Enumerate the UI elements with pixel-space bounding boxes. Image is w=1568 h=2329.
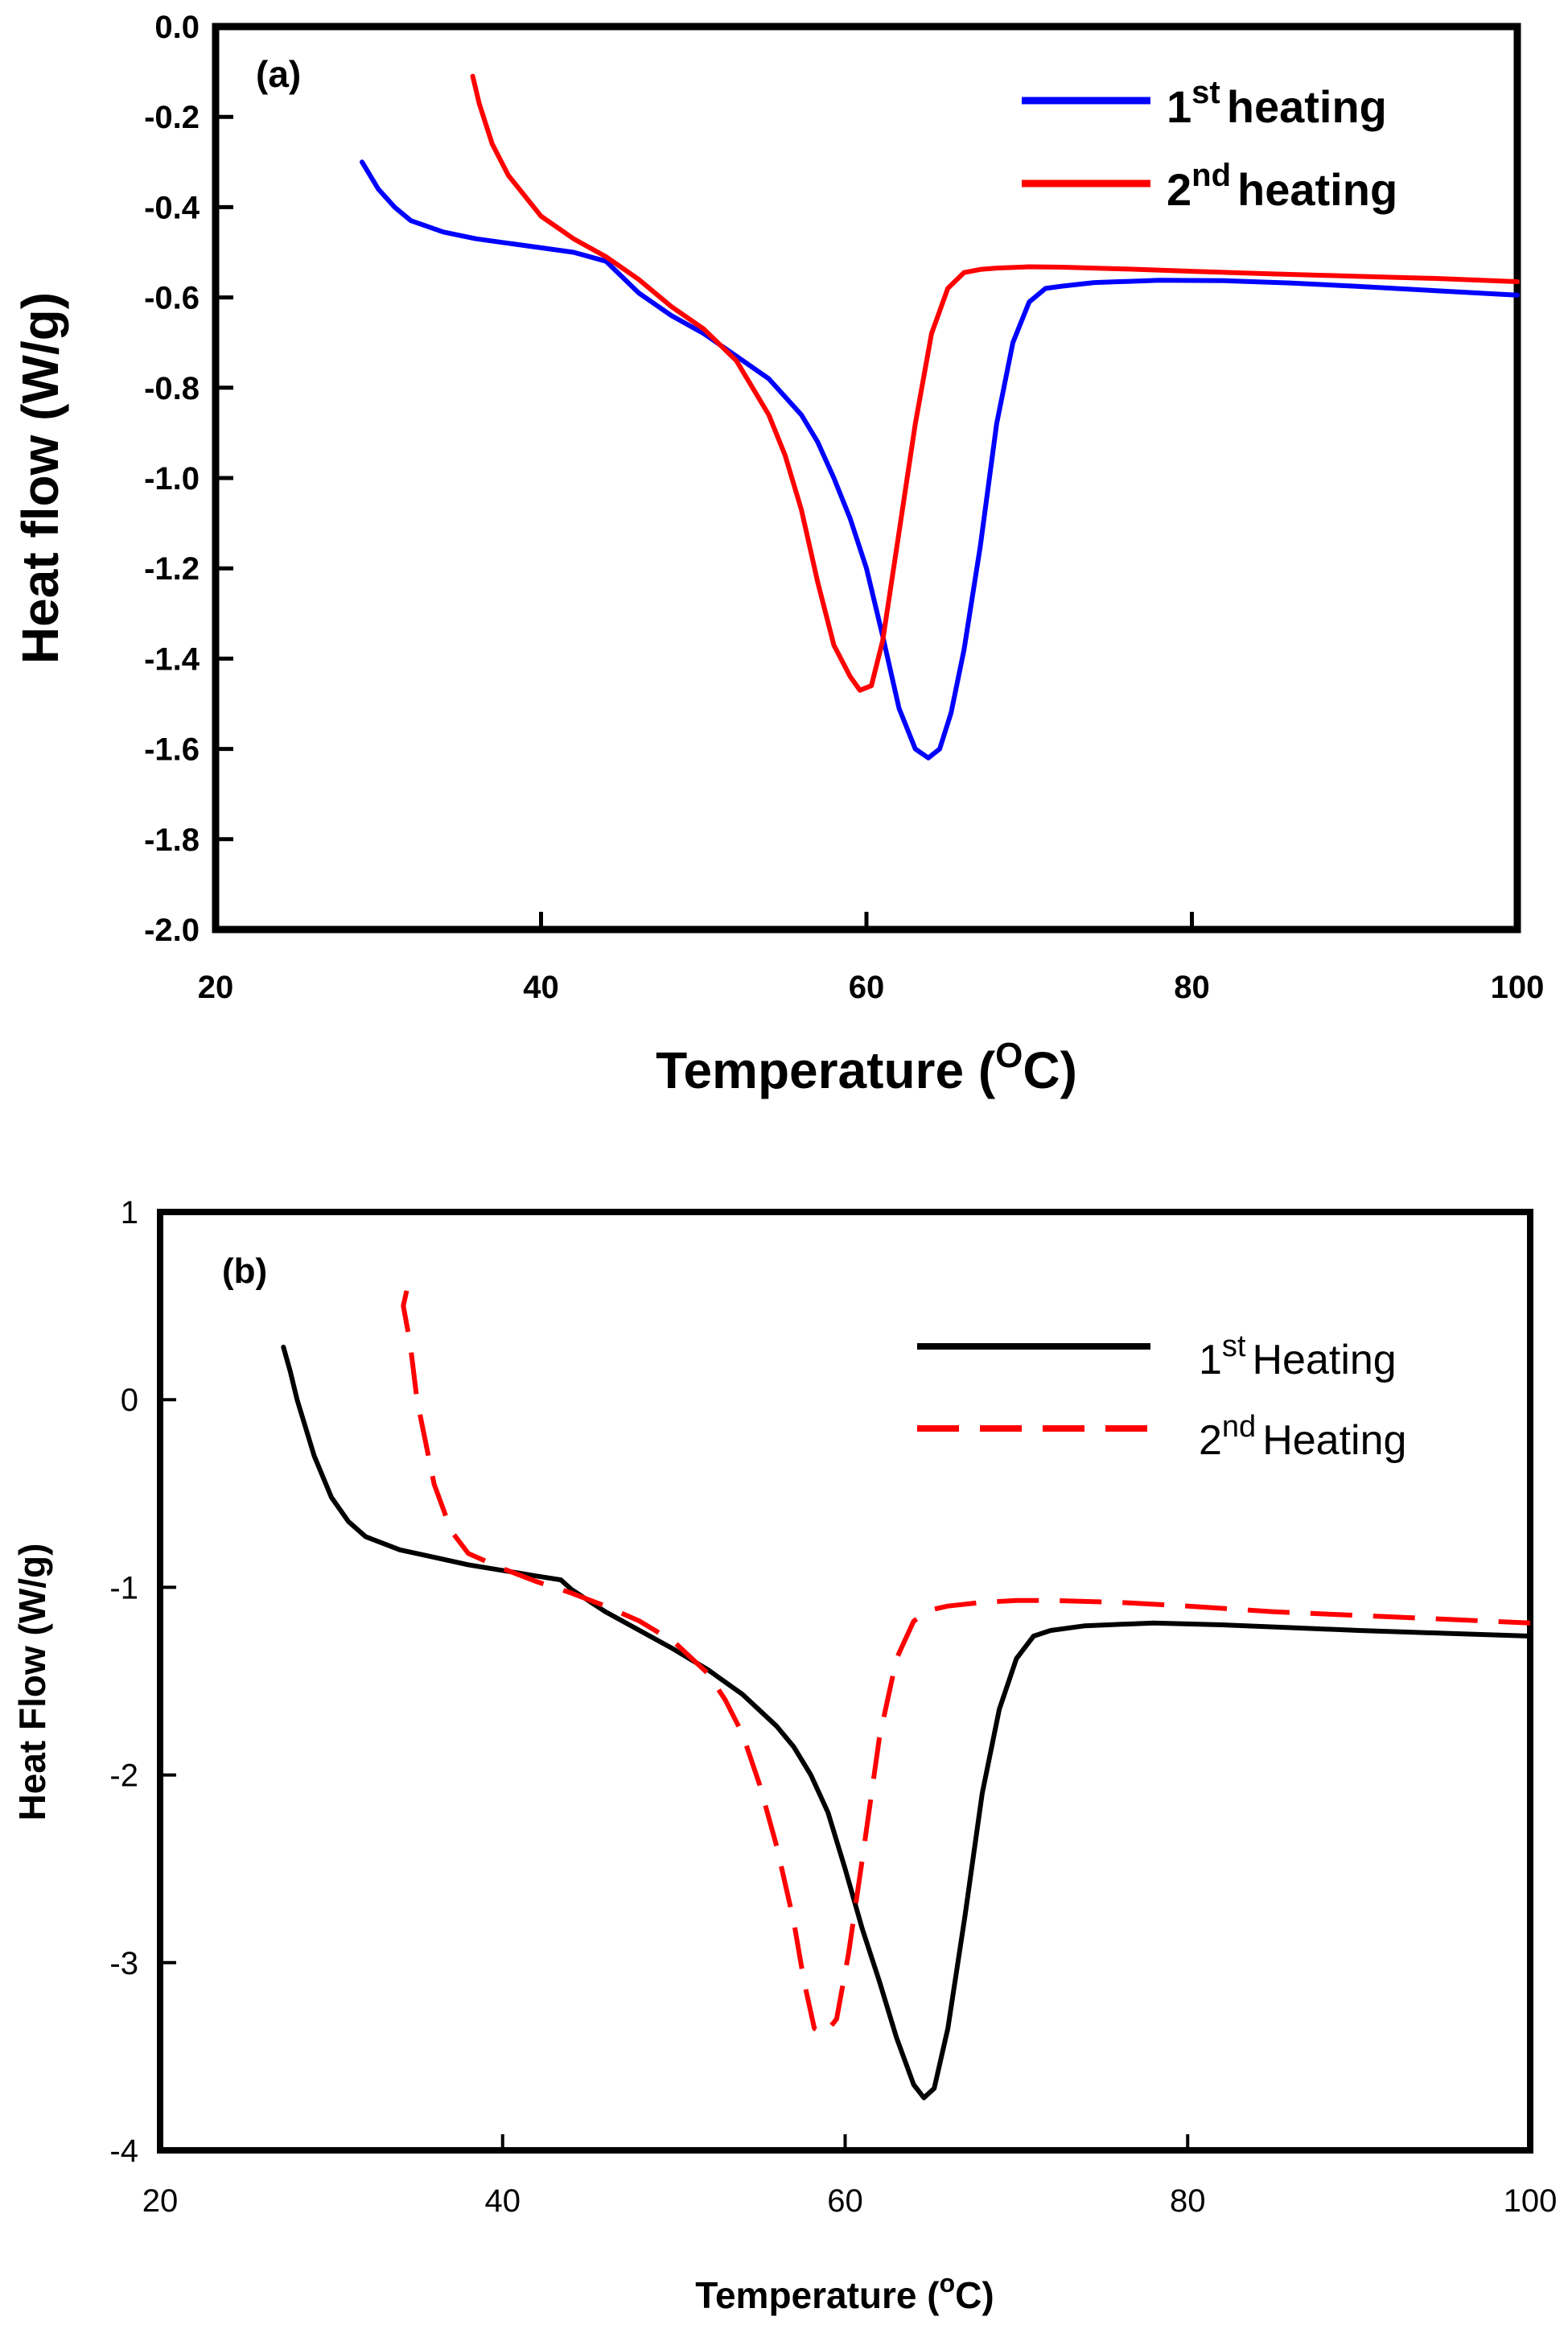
series-lines-a xyxy=(360,73,1520,761)
x-tick-label: 20 xyxy=(198,970,234,1005)
x-tick-label: 80 xyxy=(1174,970,1210,1005)
x-tick-label: 20 xyxy=(142,2183,179,2219)
x-tick-label: 80 xyxy=(1170,2183,1206,2219)
y-tick-label: -1.0 xyxy=(144,461,200,497)
series-line-b-1 xyxy=(281,1344,1533,2100)
legend-b: 1st Heating 2nd Heating xyxy=(917,1329,1406,1464)
y-tick-label: -1.6 xyxy=(144,732,200,768)
y-tick-label: -3 xyxy=(109,1946,138,1981)
y-tick-label: -4 xyxy=(109,2133,138,2169)
x-ticks-a: 20 40 60 80 100 xyxy=(198,912,1545,1005)
legend-label-a-2: 2nd heating xyxy=(1167,158,1397,215)
series-line-a-2 xyxy=(470,73,1520,693)
y-tick-label: -1.8 xyxy=(144,822,200,858)
x-axis-title-a: Temperature (OC) xyxy=(656,1036,1077,1099)
legend-a: 1st heating 2nd heating xyxy=(1022,75,1397,215)
chart-a: 0.0 -0.2 -0.4 -0.6 -0.8 -1.0 -1.2 -1.4 -1.6 -1.8 -… xyxy=(11,10,1544,1099)
x-tick-label: 100 xyxy=(1504,2183,1558,2219)
legend-label-a-1: 1st heating xyxy=(1167,75,1387,132)
y-tick-label: -2.0 xyxy=(144,913,200,948)
x-tick-label: 100 xyxy=(1491,970,1545,1005)
y-tick-label: 0 xyxy=(121,1383,138,1418)
x-ticks-b: 20 40 60 80 100 xyxy=(142,2134,1558,2219)
y-ticks-b: 1 0 -1 -2 -3 -4 xyxy=(109,1195,176,2169)
legend-label-b-2: 2nd Heating xyxy=(1199,1410,1406,1464)
y-tick-label: -1.4 xyxy=(144,641,200,677)
x-tick-label: 40 xyxy=(523,970,559,1005)
y-axis-title-a: Heat flow (W/g) xyxy=(11,292,69,664)
x-tick-label: 60 xyxy=(827,2183,863,2219)
chart-b: 1 0 -1 -2 -3 -4 20 40 60 80 100 (b) Temperature (… xyxy=(11,1195,1557,2316)
y-tick-label: -1 xyxy=(109,1570,138,1606)
legend-label-b-1: 1st Heating xyxy=(1199,1329,1397,1383)
x-tick-label: 40 xyxy=(485,2183,521,2219)
series-lines-b xyxy=(281,1290,1533,2100)
x-tick-label: 60 xyxy=(849,970,885,1005)
y-tick-label: -0.8 xyxy=(144,371,200,406)
y-tick-label: -0.4 xyxy=(144,190,200,225)
plot-frame-a xyxy=(212,23,1521,934)
y-tick-label: 1 xyxy=(121,1195,138,1230)
y-tick-label: 0.0 xyxy=(154,10,200,45)
series-line-a-1 xyxy=(360,159,1520,761)
y-tick-label: -1.2 xyxy=(144,551,200,587)
y-ticks-a: 0.0 -0.2 -0.4 -0.6 -0.8 -1.0 -1.2 -1.4 -1.6 -1.8 -… xyxy=(144,10,233,948)
panel-label-b: (b) xyxy=(222,1251,267,1291)
y-tick-label: -2 xyxy=(109,1758,138,1794)
y-tick-label: -0.6 xyxy=(144,281,200,316)
y-axis-title-b: Heat Flow (W/g) xyxy=(11,1544,53,1821)
panel-label-a: (a) xyxy=(256,53,301,95)
x-axis-title-b: Temperature (oC) xyxy=(695,2269,994,2316)
y-tick-label: -0.2 xyxy=(144,100,200,135)
series-line-b-2 xyxy=(401,1290,1531,2037)
